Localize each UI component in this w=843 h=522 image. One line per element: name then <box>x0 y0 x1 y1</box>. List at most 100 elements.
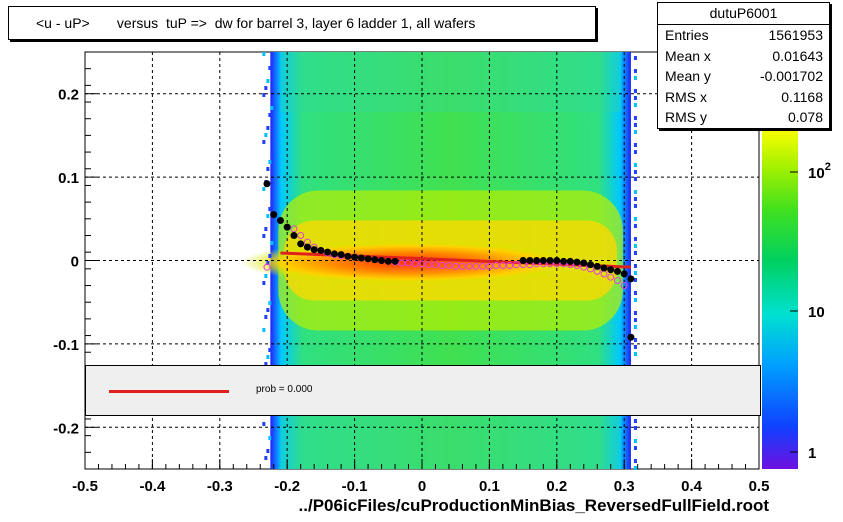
filled-marker <box>276 216 284 224</box>
open-marker <box>411 260 419 268</box>
x-tick-label: -0.1 <box>342 478 368 495</box>
open-marker <box>431 261 439 269</box>
open-marker <box>499 262 507 270</box>
heatmap-edge-cell <box>633 466 637 470</box>
heatmap-edge-cell <box>268 113 272 117</box>
heatmap-edge-cell <box>262 281 266 285</box>
x-tick-label: -0.5 <box>72 478 98 495</box>
stats-value: 0.01643 <box>772 47 823 64</box>
heatmap-edge-cell <box>633 278 637 282</box>
filled-marker <box>297 240 305 248</box>
heatmap-edge-cell <box>633 345 637 349</box>
heatmap-edge-cell <box>264 315 268 319</box>
x-axis-title: ../P06icFiles/cuProductionMinBias_Revers… <box>298 496 769 515</box>
z-tick-label: 1 <box>808 445 816 462</box>
heatmap-edge-cell <box>633 197 637 201</box>
heatmap-edge-cell <box>633 116 637 120</box>
heatmap-edge-cell <box>633 143 637 147</box>
heatmap-edge-cell <box>266 214 270 218</box>
heatmap-edge-cell <box>262 422 266 426</box>
open-marker <box>620 282 628 290</box>
filled-marker <box>627 275 635 283</box>
filled-marker <box>324 248 332 256</box>
stats-label: RMS x <box>665 88 707 105</box>
z-axis: 1 10 102 <box>790 161 831 462</box>
filled-marker <box>613 267 621 275</box>
stats-row: Mean x 0.01643 <box>658 46 829 67</box>
stats-label: RMS y <box>665 109 707 125</box>
heatmap-edge-cell <box>270 288 274 292</box>
stats-value: 0.078 <box>787 109 823 125</box>
open-marker <box>465 262 473 270</box>
filled-marker <box>573 258 581 266</box>
open-marker <box>472 262 480 270</box>
open-marker <box>290 225 298 233</box>
open-marker <box>438 262 446 270</box>
filled-marker <box>587 261 594 269</box>
filled-marker <box>391 257 399 265</box>
heatmap-edge-cell <box>266 449 270 453</box>
z-tick-label: 102 <box>808 161 831 182</box>
heatmap-edge-cell <box>266 261 270 265</box>
filled-marker <box>519 257 527 264</box>
heatmap-edge-cell <box>633 56 637 60</box>
filled-marker <box>546 257 554 264</box>
y-tick-label: -0.1 <box>53 337 79 354</box>
heatmap-edge-cell <box>633 251 637 255</box>
heatmap-edge-cell <box>268 66 272 70</box>
heatmap-edge-cell <box>262 328 266 332</box>
heatmap-edge-cell <box>264 456 268 460</box>
filled-marker <box>303 243 311 251</box>
x-tick-label: 0.4 <box>681 478 703 495</box>
open-marker <box>492 262 500 270</box>
stats-row: RMS y 0.078 <box>658 107 829 128</box>
stats-box: dutuP6001 Entries 1561953 Mean x 0.01643… <box>657 2 830 129</box>
filled-marker <box>526 257 534 264</box>
filled-marker <box>364 255 372 263</box>
filled-marker <box>560 257 568 265</box>
heatmap-edge-cell <box>633 439 637 443</box>
open-marker <box>485 262 493 270</box>
filled-marker <box>593 262 601 270</box>
heatmap-edge-cell <box>266 308 270 312</box>
heatmap-edge-cell <box>268 207 272 211</box>
filled-marker <box>371 256 379 264</box>
open-marker <box>512 261 520 269</box>
open-marker <box>607 273 615 281</box>
heatmap-edge-cell <box>266 355 270 359</box>
filled-marker <box>290 231 298 239</box>
legend-fit-label: prob = 0.000 <box>256 384 313 395</box>
heatmap-edge-cell <box>633 318 637 322</box>
heatmap-edge-cell <box>633 237 637 241</box>
x-tick-label: -0.4 <box>139 478 166 495</box>
heatmap-edge-cell <box>633 89 637 93</box>
heatmap-edge-cell <box>264 227 268 231</box>
y-tick-label: 0.1 <box>58 170 79 187</box>
heatmap-edge-cell <box>633 177 637 181</box>
filled-marker <box>607 266 615 274</box>
open-marker <box>405 259 413 267</box>
open-marker <box>613 277 621 285</box>
filled-marker <box>357 254 365 262</box>
x-tick-label: -0.3 <box>207 478 233 495</box>
heatmap-edge-cell <box>264 133 268 137</box>
filled-marker <box>580 259 588 267</box>
filled-marker <box>627 333 635 341</box>
heatmap-edge-cell <box>633 204 637 208</box>
chart-title: <u - uP> versus tuP => dw for barrel 3, … <box>8 6 596 40</box>
filled-marker-series <box>263 180 635 341</box>
heatmap-edge-cell <box>633 264 637 268</box>
heatmap-edge-cell <box>633 271 637 275</box>
x-tick-label: 0.3 <box>614 478 635 495</box>
filled-marker <box>566 257 574 265</box>
heatmap-edge-cell <box>633 244 637 248</box>
heatmap-edge-cell <box>633 190 637 194</box>
heatmap-edge-cell <box>262 187 266 191</box>
x-axis: -0.5 -0.4 -0.3 -0.2 -0.1 0 0.1 0.2 0.3 0.4 0.5 <box>72 459 769 495</box>
filled-marker <box>330 250 338 258</box>
x-tick-label: -0.2 <box>274 478 300 495</box>
heatmap-edge-cell <box>633 291 637 295</box>
heatmap-edge-cell <box>270 241 274 245</box>
heatmap-edge-cell <box>633 325 637 329</box>
filled-marker <box>283 223 291 231</box>
